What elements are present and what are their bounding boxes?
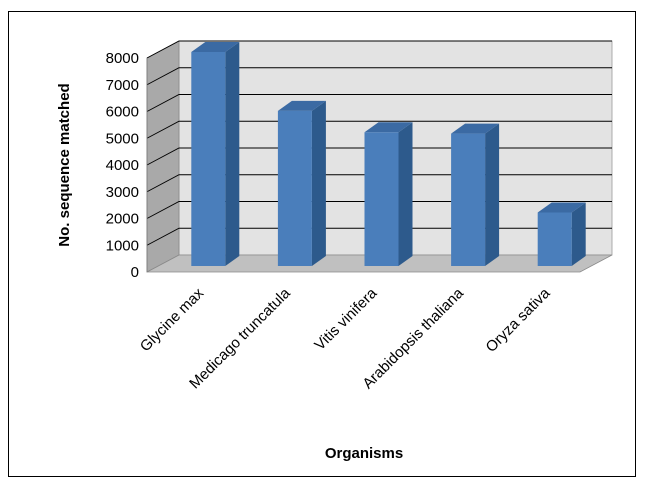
y-tick-labels: 0 1000 2000 3000 4000 5000 6000 7000 8000 (106, 50, 139, 281)
bar-front (191, 52, 226, 266)
bar-top (277, 100, 326, 111)
y-tick-label: 2000 (106, 211, 139, 228)
gridline (146, 94, 612, 112)
gridline (146, 67, 612, 86)
bar-top (191, 42, 240, 52)
y-tick-label: 3000 (106, 184, 139, 201)
bar-front (364, 132, 399, 266)
bar-side (225, 42, 240, 266)
bar-side (398, 122, 413, 266)
bar-top (451, 123, 500, 134)
bar-front (537, 212, 572, 266)
bar-top (537, 202, 586, 213)
gridline (146, 120, 612, 139)
bar (451, 123, 500, 267)
bar (364, 122, 413, 266)
bar-side (311, 100, 326, 266)
chart-frame (8, 11, 636, 477)
gridline (146, 40, 612, 59)
bar (537, 202, 586, 266)
y-tick-label: 5000 (106, 130, 139, 147)
bar (191, 42, 240, 266)
x-tick-label: Oryza sativa (483, 284, 554, 355)
y-tick-label: 7000 (106, 77, 139, 94)
y-tick-label: 6000 (106, 104, 139, 121)
y-tick-label: 1000 (106, 237, 139, 254)
bar (277, 100, 326, 266)
x-tick-label: Glycine max (137, 284, 208, 355)
chart-bars (191, 42, 586, 267)
bar-top (364, 122, 413, 133)
x-axis-title: Organisms (325, 445, 403, 462)
y-axis-title: No. sequence matched (56, 83, 73, 246)
bar-side (485, 123, 500, 267)
bar-side (571, 202, 586, 266)
bar-front (451, 133, 486, 266)
bar-front (277, 110, 312, 266)
y-tick-label: 4000 (106, 157, 139, 174)
x-tick-label: Vitis vinifera (311, 284, 380, 353)
y-tick-label: 8000 (106, 50, 139, 67)
y-tick-label: 0 (131, 264, 139, 281)
